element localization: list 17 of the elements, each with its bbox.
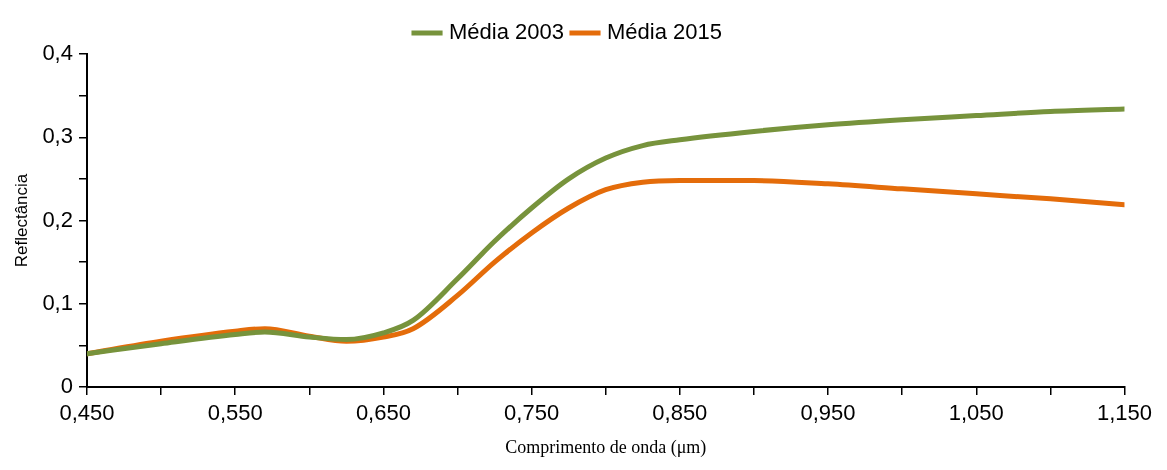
x-tick-label: 0,850 — [652, 400, 708, 426]
x-tick-label: 0,450 — [59, 400, 115, 426]
y-tick-label: 0,4 — [42, 40, 73, 66]
x-tick-label: 1,150 — [1096, 400, 1152, 426]
legend-label: Média 2003 — [449, 19, 565, 45]
y-tick-label: 0,3 — [42, 123, 73, 149]
x-axis-title: Comprimento de onda (μm) — [505, 436, 707, 458]
x-tick-label: 0,950 — [800, 400, 856, 426]
x-tick-label: 1,050 — [948, 400, 1004, 426]
legend-label: Média 2015 — [607, 19, 722, 45]
y-tick-label: 0,2 — [42, 206, 73, 232]
y-tick-label: 0 — [60, 373, 73, 399]
y-axis-title: Reflectância — [11, 173, 31, 268]
y-tick-label: 0,1 — [42, 289, 73, 315]
x-tick-label: 0,650 — [355, 400, 411, 426]
x-tick-label: 0,750 — [504, 400, 560, 426]
x-tick-label: 0,550 — [207, 400, 263, 426]
